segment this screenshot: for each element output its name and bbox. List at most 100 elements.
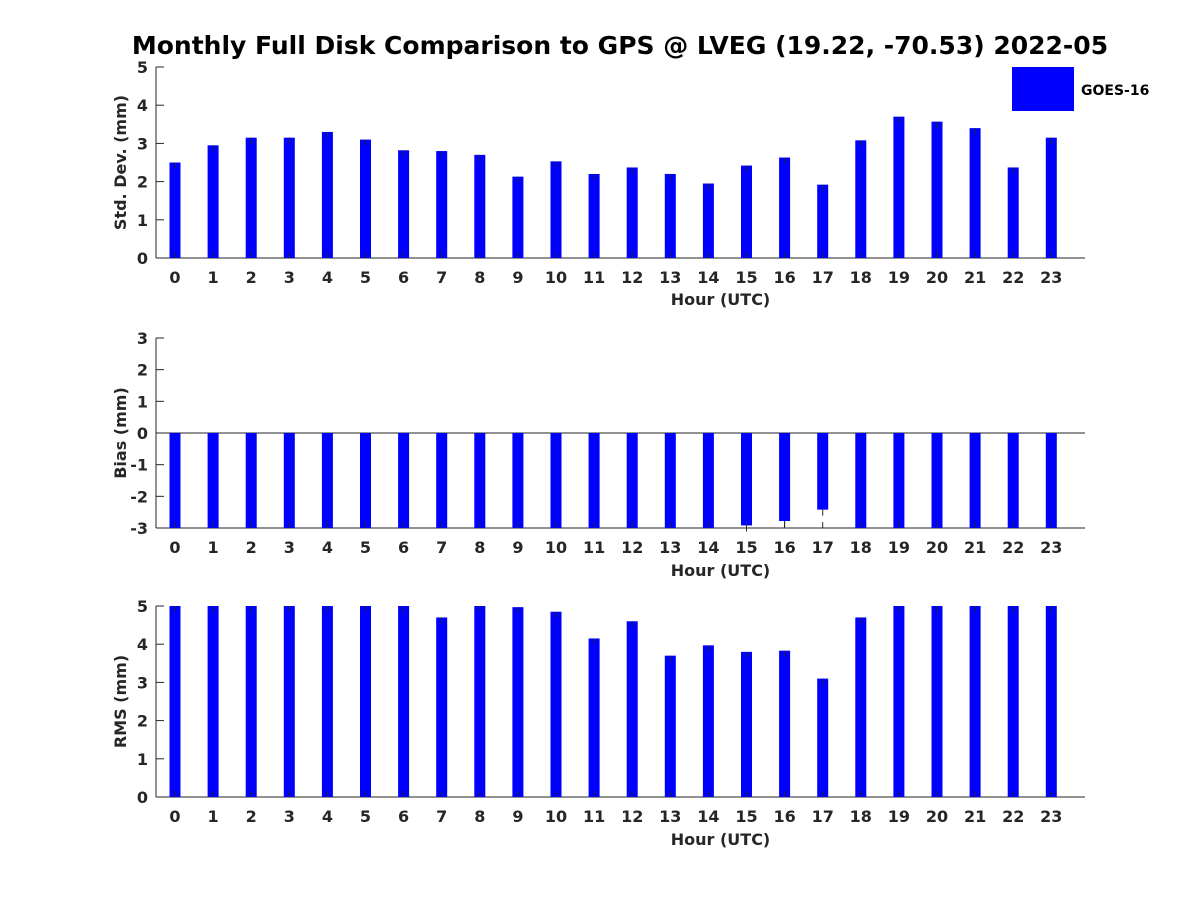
stddev-xtick-label: 0 [169, 268, 180, 287]
bias-y-axis-label: Bias (mm) [111, 387, 130, 479]
rms-bar-hour-5 [360, 606, 371, 797]
stddev-bar-hour-0 [169, 162, 181, 258]
bias-xtick-label: 7 [436, 538, 447, 557]
stddev-xtick-label: 19 [888, 268, 910, 287]
bias-xtick-label: 13 [659, 538, 681, 557]
stddev-y-axis-label: Std. Dev. (mm) [111, 95, 130, 230]
rms-ytick-label: 1 [137, 750, 148, 769]
stddev-ytick-label: 0 [137, 249, 148, 268]
bias-xtick-label: 14 [697, 538, 719, 557]
bias-ytick-label: -2 [130, 487, 148, 506]
bias-bar-hour-22 [1007, 433, 1019, 528]
legend-label-goes-16: GOES-16 [1081, 83, 1149, 99]
rms-bar-hour-11 [588, 638, 600, 797]
bias-xtick-label: 20 [926, 538, 948, 557]
stddev-xtick-label: 22 [1002, 268, 1024, 287]
bias-bar-hour-12 [626, 433, 638, 528]
rms-xtick-label: 5 [360, 807, 371, 826]
bias-x-axis-label: Hour (UTC) [671, 561, 771, 580]
rms-bar-hour-13 [664, 655, 676, 797]
stddev-xtick-label: 9 [512, 268, 523, 287]
bias-xtick-label: 23 [1040, 538, 1062, 557]
rms-xtick-label: 7 [436, 807, 447, 826]
bias-bar-hour-23 [1045, 433, 1057, 528]
rms-xtick-label: 2 [246, 807, 257, 826]
rms-ytick-label: 0 [137, 788, 148, 807]
stddev-xtick-label: 12 [621, 268, 643, 287]
stddev-xtick-label: 13 [659, 268, 681, 287]
bias-bar-hour-3 [283, 433, 295, 528]
bias-ytick-label: 1 [137, 392, 148, 411]
rms-xtick-label: 18 [850, 807, 872, 826]
rms-xtick-label: 14 [697, 807, 719, 826]
bias-ytick-label: 3 [137, 329, 148, 348]
stddev-bar-hour-21 [969, 128, 981, 258]
rms-xtick-label: 8 [474, 807, 485, 826]
bias-bar-hour-13 [664, 433, 676, 528]
figure-title: Monthly Full Disk Comparison to GPS @ LV… [132, 31, 1108, 60]
rms-xtick-label: 17 [812, 807, 834, 826]
stddev-xtick-label: 4 [322, 268, 333, 287]
bias-xtick-label: 1 [208, 538, 219, 557]
rms-bar-hour-0 [169, 606, 181, 797]
stddev-bar-hour-15 [741, 165, 752, 258]
rms-bar-hour-1 [207, 606, 219, 797]
rms-bar-hour-10 [550, 611, 562, 797]
bias-xtick-label: 21 [964, 538, 986, 557]
stddev-xtick-label: 7 [436, 268, 447, 287]
stddev-ytick-label: 5 [137, 58, 148, 77]
bias-bar-hour-17 [817, 433, 829, 510]
rms-ytick-label: 5 [137, 597, 148, 616]
rms-xtick-label: 12 [621, 807, 643, 826]
rms-xtick-label: 1 [208, 807, 219, 826]
rms-xtick-label: 11 [583, 807, 605, 826]
rms-bar-hour-15 [741, 651, 752, 797]
bias-ytick-label: -1 [130, 456, 148, 475]
rms-xtick-label: 3 [284, 807, 295, 826]
rms-bar-hour-2 [245, 606, 257, 797]
legend: GOES-16 [1012, 67, 1149, 111]
bias-bar-hour-8 [474, 433, 486, 528]
bias-xtick-label: 22 [1002, 538, 1024, 557]
rms-bar-hour-4 [321, 606, 333, 797]
bias-bar-hour-21 [969, 433, 981, 528]
rms-bar-hour-22 [1007, 606, 1019, 797]
rms-bar-hour-12 [626, 621, 638, 797]
bias-ytick-label: 0 [137, 424, 148, 443]
stddev-bar-hour-2 [245, 137, 257, 258]
rms-xtick-label: 16 [773, 807, 795, 826]
stddev-bar-hour-16 [779, 157, 791, 258]
stddev-xtick-label: 16 [773, 268, 795, 287]
stddev-bar-hour-19 [893, 116, 905, 258]
stddev-xtick-label: 11 [583, 268, 605, 287]
stddev-x-axis-label: Hour (UTC) [671, 290, 771, 309]
rms-xtick-label: 22 [1002, 807, 1024, 826]
bias-bar-hour-16 [779, 433, 791, 522]
bias-xtick-label: 2 [246, 538, 257, 557]
bias-bar-hour-5 [360, 433, 371, 528]
rms-xtick-label: 9 [512, 807, 523, 826]
rms-xtick-label: 13 [659, 807, 681, 826]
bias-bar-hour-7 [436, 433, 448, 528]
bias-xtick-label: 0 [169, 538, 180, 557]
bias-xtick-label: 3 [284, 538, 295, 557]
rms-xtick-label: 21 [964, 807, 986, 826]
bias-xtick-label: 8 [474, 538, 485, 557]
rms-ytick-label: 2 [137, 712, 148, 731]
bias-bar-hour-1 [207, 433, 219, 528]
stddev-bar-hour-3 [283, 137, 295, 258]
stddev-ytick-label: 3 [137, 134, 148, 153]
stddev-xtick-label: 3 [284, 268, 295, 287]
bias-xtick-label: 19 [888, 538, 910, 557]
bias-xtick-label: 9 [512, 538, 523, 557]
rms-bar-hour-17 [817, 678, 829, 797]
rms-ytick-label: 3 [137, 673, 148, 692]
stddev-xtick-label: 8 [474, 268, 485, 287]
legend-swatch-goes-16 [1012, 67, 1074, 111]
rms-bar-hour-19 [893, 606, 905, 797]
stddev-xtick-label: 23 [1040, 268, 1062, 287]
rms-bar-hour-23 [1045, 606, 1057, 797]
bias-bar-hour-19 [893, 433, 905, 528]
